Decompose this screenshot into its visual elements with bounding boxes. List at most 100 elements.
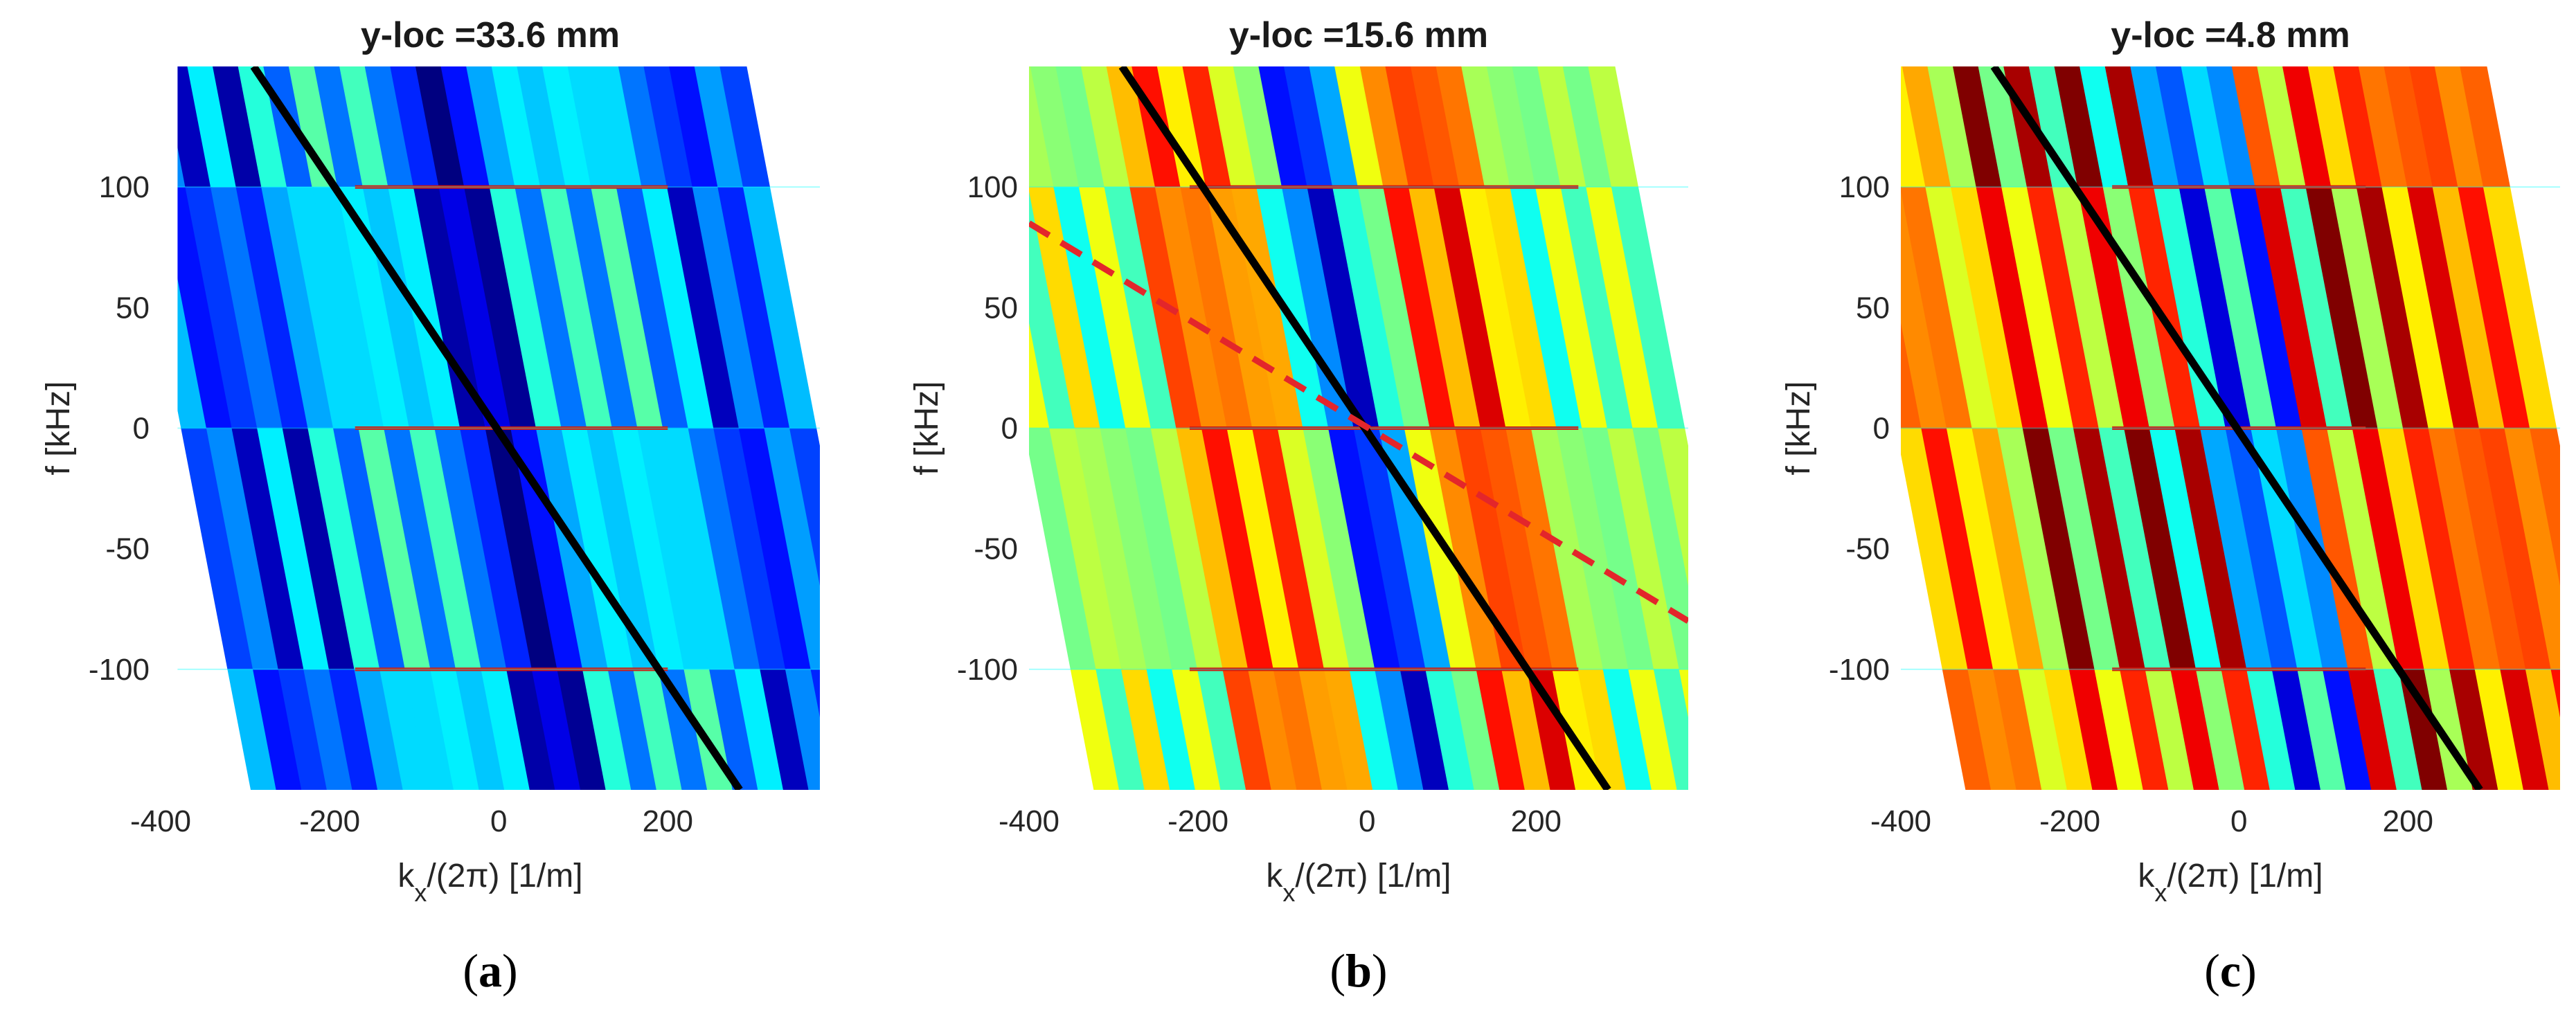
- heatmap-cell: [464, 187, 538, 429]
- panel-c: -400 -200 0 200 100 50 0 -50 -100 y-loc =4.8 mm kx…: [1780, 15, 2560, 997]
- heatmap-cell: [1408, 187, 1483, 429]
- heatmap-cell: [2323, 669, 2373, 790]
- heatmap-cell: [312, 187, 386, 429]
- heatmap-cell: [1154, 187, 1229, 429]
- heatmap-cell: [2206, 66, 2257, 188]
- x-tick-label: 0: [2230, 804, 2247, 838]
- heatmap-cell: [2079, 66, 2130, 188]
- heatmap-cell: [2246, 669, 2297, 790]
- heatmap-cell: [235, 187, 310, 429]
- heatmap-cell: [1070, 669, 1121, 790]
- heatmap-cell: [1273, 669, 1324, 790]
- heatmap-cell: [2453, 428, 2528, 669]
- heatmap-area: [954, 66, 1688, 790]
- heatmap-cell: [2022, 428, 2096, 669]
- heatmap-cell: [261, 187, 335, 429]
- x-tick-label: -400: [130, 804, 191, 838]
- heatmap-cell: [1252, 428, 1326, 669]
- heatmap-cell: [1121, 669, 1172, 790]
- heatmap-cell: [954, 66, 1005, 187]
- heatmap-cell: [2120, 669, 2170, 790]
- heatmap-cell: [1055, 66, 1107, 188]
- x-tick-label: -400: [999, 804, 1059, 838]
- heatmap-cell: [339, 66, 390, 188]
- heatmap-cell: [1353, 428, 1427, 669]
- heatmap-cell: [1106, 66, 1157, 188]
- heatmap-cell: [238, 66, 289, 188]
- heatmap-cell: [742, 187, 817, 429]
- heatmap-cell: [2077, 187, 2152, 429]
- heatmap-cell: [760, 669, 810, 790]
- heatmap-cell: [2054, 66, 2105, 188]
- y-tick-label: 50: [1856, 291, 1890, 325]
- heatmap-cell: [643, 66, 695, 188]
- heatmap-cell: [1946, 428, 2021, 669]
- heatmap-cell: [1679, 669, 1688, 718]
- heatmap-cell: [2048, 428, 2122, 669]
- heatmap-cell: [328, 669, 379, 790]
- heatmap-cell: [1359, 66, 1411, 188]
- dispersion-line-dashed: [1029, 220, 1688, 624]
- heatmap-cell: [1222, 669, 1273, 790]
- heatmap-cell: [611, 428, 686, 669]
- x-tick-label: 0: [490, 804, 507, 838]
- heatmap-cell: [1150, 428, 1224, 669]
- panel-label: (a): [463, 944, 517, 997]
- y-tick-label: -100: [89, 653, 150, 687]
- heatmap-cell: [785, 669, 820, 790]
- heatmap-cell: [540, 187, 614, 429]
- heatmap-cell: [2297, 669, 2348, 790]
- heatmap-cell: [1459, 187, 1533, 429]
- heatmap-cell: [1298, 669, 1349, 790]
- heatmap-cell: [1537, 66, 1588, 188]
- heatmap-cell: [2373, 669, 2424, 790]
- heatmap-cell: [181, 428, 255, 669]
- heatmap-cell: [587, 428, 661, 669]
- heatmap-cell: [1258, 66, 1309, 188]
- heatmap-cell: [1176, 428, 1250, 669]
- heatmap-cell: [1967, 669, 2019, 790]
- heatmap-cell: [1435, 66, 1487, 188]
- heatmap-cell: [1632, 428, 1688, 669]
- x-tick-label: -200: [1168, 804, 1228, 838]
- heatmap-cell: [440, 66, 492, 188]
- heatmap-cell: [1425, 669, 1476, 790]
- heatmap-cell: [510, 428, 584, 669]
- heatmap-cell: [2028, 66, 2079, 188]
- heatmap-cell: [2500, 669, 2550, 790]
- heatmap-cell: [2124, 428, 2198, 669]
- y-tick-label: 0: [1873, 412, 1890, 446]
- x-tick-label: 200: [2383, 804, 2433, 838]
- heatmap-cell: [1309, 66, 1360, 188]
- x-tick-label: 200: [1511, 804, 1562, 838]
- heatmap-cell: [667, 187, 741, 429]
- heatmap-cell: [1976, 187, 2050, 429]
- heatmap-cell: [1582, 428, 1656, 669]
- heatmap-cell: [1433, 187, 1508, 429]
- heatmap-cell: [2204, 187, 2278, 429]
- heatmap-cell: [717, 187, 791, 429]
- heatmap-cell: [1535, 187, 1609, 429]
- heatmap-cell: [211, 187, 285, 429]
- heatmap-cell: [455, 669, 506, 790]
- heatmap-cell: [2104, 66, 2156, 188]
- heatmap-cell: [1927, 66, 1978, 188]
- heatmap-cell: [1901, 187, 1974, 429]
- heatmap-cell: [227, 669, 278, 790]
- x-tick-label: 200: [643, 804, 693, 838]
- panel-label: (c): [2204, 944, 2257, 997]
- y-tick-label: 0: [133, 412, 150, 446]
- heatmap-cell: [1323, 669, 1375, 790]
- heatmap-cell: [206, 428, 280, 669]
- heatmap-cell: [1411, 66, 1461, 188]
- x-axis-label: kx/(2π) [1/m]: [1266, 858, 1451, 907]
- heatmap-cell: [1455, 428, 1529, 669]
- heatmap-cell: [1379, 428, 1453, 669]
- heatmap-cell: [2282, 66, 2333, 188]
- heatmap-cell: [2231, 66, 2282, 188]
- heatmap-cell: [719, 66, 770, 188]
- y-tick-label: -100: [957, 653, 1018, 687]
- heatmap-cell: [2179, 187, 2253, 429]
- panel-title: y-loc =15.6 mm: [1229, 15, 1488, 55]
